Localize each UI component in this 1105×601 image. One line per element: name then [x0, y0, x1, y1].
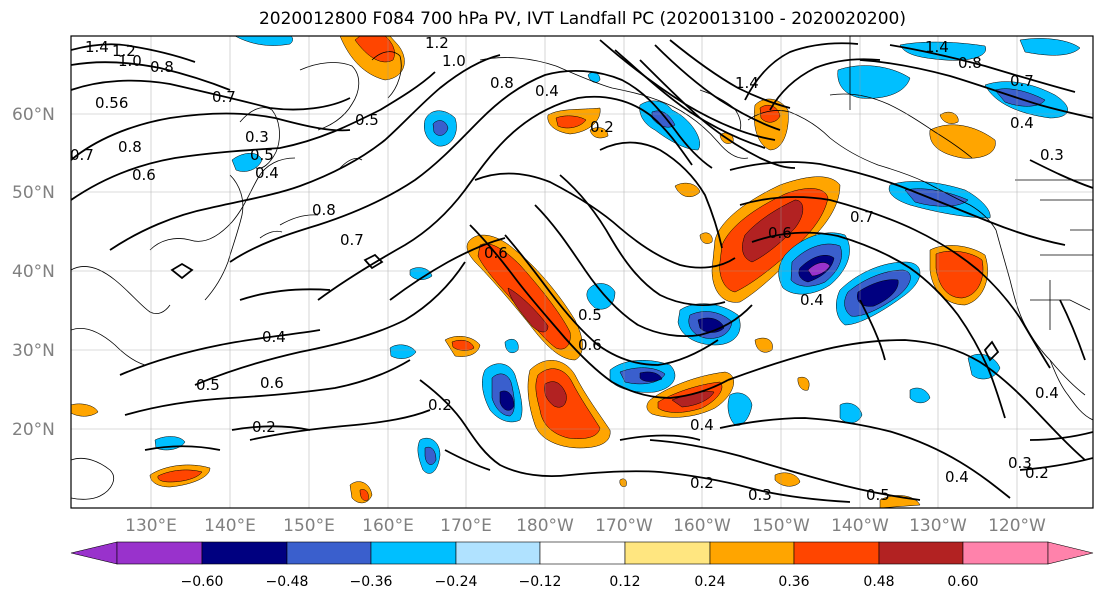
colorbar-segment — [370, 541, 457, 565]
lat-label: 40°N — [12, 262, 55, 282]
contour-label: 0.7 — [340, 231, 364, 249]
lon-label: 130°W — [909, 516, 967, 536]
colorbar-extend-high — [1047, 541, 1094, 565]
contour-label: 0.7 — [1010, 72, 1034, 90]
contour-label: 0.5 — [250, 146, 274, 164]
lon-label: 170°E — [440, 516, 492, 536]
lon-label: 150°E — [283, 516, 335, 536]
contour-label: 0.3 — [1008, 454, 1032, 472]
colorbar-segment — [709, 541, 795, 565]
map-title: 2020012800 F084 700 hPa PV, IVT Landfall… — [258, 9, 906, 29]
lat-label: 50°N — [12, 183, 55, 203]
contour-label: 0.8 — [490, 74, 514, 92]
contour-label: 0.2 — [690, 474, 714, 492]
contour-label: 0.5 — [196, 376, 220, 394]
contour-label: 0.4 — [262, 328, 286, 346]
colorbar-segment — [624, 541, 711, 565]
contour-label: 0.6 — [578, 336, 602, 354]
contour-label: 0.4 — [255, 164, 279, 182]
colorbar-segment — [539, 541, 626, 565]
colorbar-tick-label: −0.24 — [435, 574, 478, 590]
colorbar-segment — [286, 541, 372, 565]
contour-label: 0.3 — [1040, 146, 1064, 164]
contour-label: 1.2 — [425, 34, 449, 52]
contour-label: 0.2 — [590, 118, 614, 136]
contour-label: 1.4 — [735, 74, 759, 92]
contour-label: 0.6 — [484, 244, 508, 262]
contour-label: 0.3 — [245, 128, 269, 146]
lon-label: 120°W — [988, 516, 1046, 536]
contour-label: 0.4 — [1010, 114, 1034, 132]
contour-label: 0.4 — [945, 468, 969, 486]
colorbar-segment — [793, 541, 880, 565]
contour-label: 0.6 — [132, 166, 156, 184]
colorbar-tick-label: −0.48 — [266, 574, 309, 590]
colorbar-segment — [116, 541, 203, 565]
colorbar-segment — [878, 541, 964, 565]
lon-label: 140°E — [204, 516, 256, 536]
colorbar-ticks: −0.60 −0.48 −0.36 −0.24 −0.12 0.12 0.24 … — [181, 574, 979, 590]
colorbar-tick-label: 0.36 — [778, 574, 809, 590]
contour-label: 0.5 — [866, 486, 890, 504]
colorbar-tick-label: −0.36 — [350, 574, 393, 590]
lon-label: 160°W — [673, 516, 731, 536]
colorbar-tick-label: 0.12 — [609, 574, 640, 590]
contour-label: 0.4 — [535, 82, 559, 100]
lon-label: 160°E — [362, 516, 414, 536]
contour-label: 0.4 — [800, 291, 824, 309]
contour-label: 0.2 — [428, 396, 452, 414]
gridlines — [71, 36, 1093, 508]
contour-label: 1.2 — [112, 42, 136, 60]
contour-labels: 1.4 1.2 1.0 0.8 0.7 0.56 0.8 0.6 0.7 0.3… — [70, 34, 1064, 504]
contour-label: 0.8 — [958, 54, 982, 72]
latitude-labels: 60°N 50°N 40°N 30°N 20°N — [12, 105, 55, 440]
colorbar-tick-label: 0.48 — [863, 574, 894, 590]
contour-label: 0.5 — [578, 306, 602, 324]
contour-label: 0.2 — [1025, 464, 1049, 482]
contour-label: 0.6 — [768, 224, 792, 242]
contour-label: 0.8 — [312, 201, 336, 219]
lon-label: 180°W — [516, 516, 574, 536]
contour-label: 0.7 — [70, 146, 94, 164]
shaded-pc-field — [71, 36, 1081, 508]
contour-label: 0.2 — [252, 418, 276, 436]
contour-label: 0.8 — [150, 58, 174, 76]
lon-label: 140°W — [831, 516, 889, 536]
lon-label: 150°W — [752, 516, 810, 536]
contour-label: 1.0 — [442, 52, 466, 70]
colorbar-tick-label: 0.60 — [947, 574, 978, 590]
contour-label: 1.4 — [925, 38, 949, 56]
longitude-labels: 130°E 140°E 150°E 160°E 170°E 180°W 170°… — [125, 516, 1046, 536]
contour-label: 0.4 — [1035, 384, 1059, 402]
lon-label: 130°E — [125, 516, 177, 536]
contour-label: 0.3 — [748, 486, 772, 504]
contour-label: 0.4 — [690, 416, 714, 434]
lat-label: 30°N — [12, 341, 55, 361]
colorbar-tick-label: −0.12 — [519, 574, 562, 590]
contour-label: 1.4 — [85, 38, 109, 56]
colorbar-extend-low — [70, 541, 118, 565]
contour-label: 0.7 — [850, 208, 874, 226]
contour-label: 0.8 — [118, 138, 142, 156]
map-frame — [70, 35, 1094, 509]
contour-label: 0.7 — [212, 88, 236, 106]
colorbar-segment — [962, 541, 1049, 565]
contour-label: 0.56 — [95, 94, 128, 112]
colorbar-segment — [455, 541, 541, 565]
contour-label: 0.5 — [355, 111, 379, 129]
colorbar-tick-label: −0.60 — [181, 574, 224, 590]
colorbar — [70, 541, 1094, 565]
colorbar-tick-label: 0.24 — [694, 574, 725, 590]
contour-label: 1.0 — [118, 52, 142, 70]
contour-label: 0.6 — [260, 374, 284, 392]
colorbar-segment — [201, 541, 288, 565]
lat-label: 20°N — [12, 420, 55, 440]
lon-label: 170°W — [595, 516, 653, 536]
pv-contours — [71, 39, 1093, 503]
lat-label: 60°N — [12, 105, 55, 125]
